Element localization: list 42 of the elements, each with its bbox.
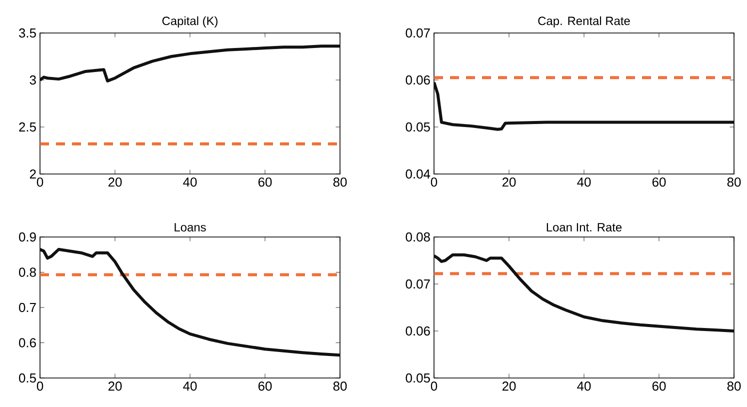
- x-tick-label: 20: [502, 178, 516, 187]
- x-tick-label: 40: [183, 382, 197, 391]
- x-tick-label: 80: [333, 178, 347, 187]
- chart-title: Loan Int. Rate: [546, 223, 622, 232]
- chart-title: Cap. Rental Rate: [538, 16, 630, 28]
- y-tick-label: 2.5: [19, 122, 36, 132]
- x-tick-label: 0: [36, 178, 44, 187]
- y-tick-label: 3.5: [18, 28, 36, 38]
- x-tick-label: 40: [577, 178, 591, 187]
- y-tick-label: 0.05: [406, 122, 430, 132]
- y-tick-label: 0.08: [406, 232, 430, 242]
- x-tick-label: 0: [430, 178, 438, 187]
- x-tick-label: 60: [652, 382, 666, 391]
- y-tick-label: 2: [30, 169, 36, 179]
- x-tick-label: 20: [502, 382, 516, 391]
- y-tick-label: 0.7: [18, 302, 36, 312]
- x-tick-label: 80: [333, 382, 347, 391]
- y-tick-label: 0.8: [18, 268, 36, 277]
- y-tick-label: 0.07: [406, 28, 430, 38]
- x-tick-label: 20: [108, 382, 122, 391]
- x-tick-label: 40: [183, 178, 197, 187]
- x-tick-label: 60: [258, 382, 272, 391]
- y-tick-label: 0.04: [406, 169, 430, 179]
- y-tick-label: 0.05: [406, 373, 430, 383]
- x-tick-label: 80: [727, 178, 741, 187]
- y-tick-label: 0.07: [406, 279, 430, 289]
- x-tick-label: 80: [727, 382, 741, 391]
- x-tick-label: 0: [36, 382, 44, 391]
- x-tick-label: 20: [108, 178, 122, 187]
- x-tick-label: 0: [430, 382, 438, 391]
- y-tick-label: 0.9: [18, 232, 36, 242]
- chart-title: Loans: [174, 223, 206, 232]
- y-tick-label: 0.06: [406, 326, 430, 336]
- y-tick-label: 0.06: [406, 75, 430, 85]
- y-tick-label: 0.6: [18, 338, 36, 348]
- x-tick-label: 60: [258, 178, 272, 187]
- chart-title: Capital (K): [162, 16, 218, 28]
- line-series: [40, 44, 340, 82]
- y-tick-label: 3: [30, 75, 36, 85]
- x-tick-label: 40: [577, 382, 591, 391]
- y-tick-label: 0.5: [18, 373, 36, 383]
- x-tick-label: 60: [652, 178, 666, 187]
